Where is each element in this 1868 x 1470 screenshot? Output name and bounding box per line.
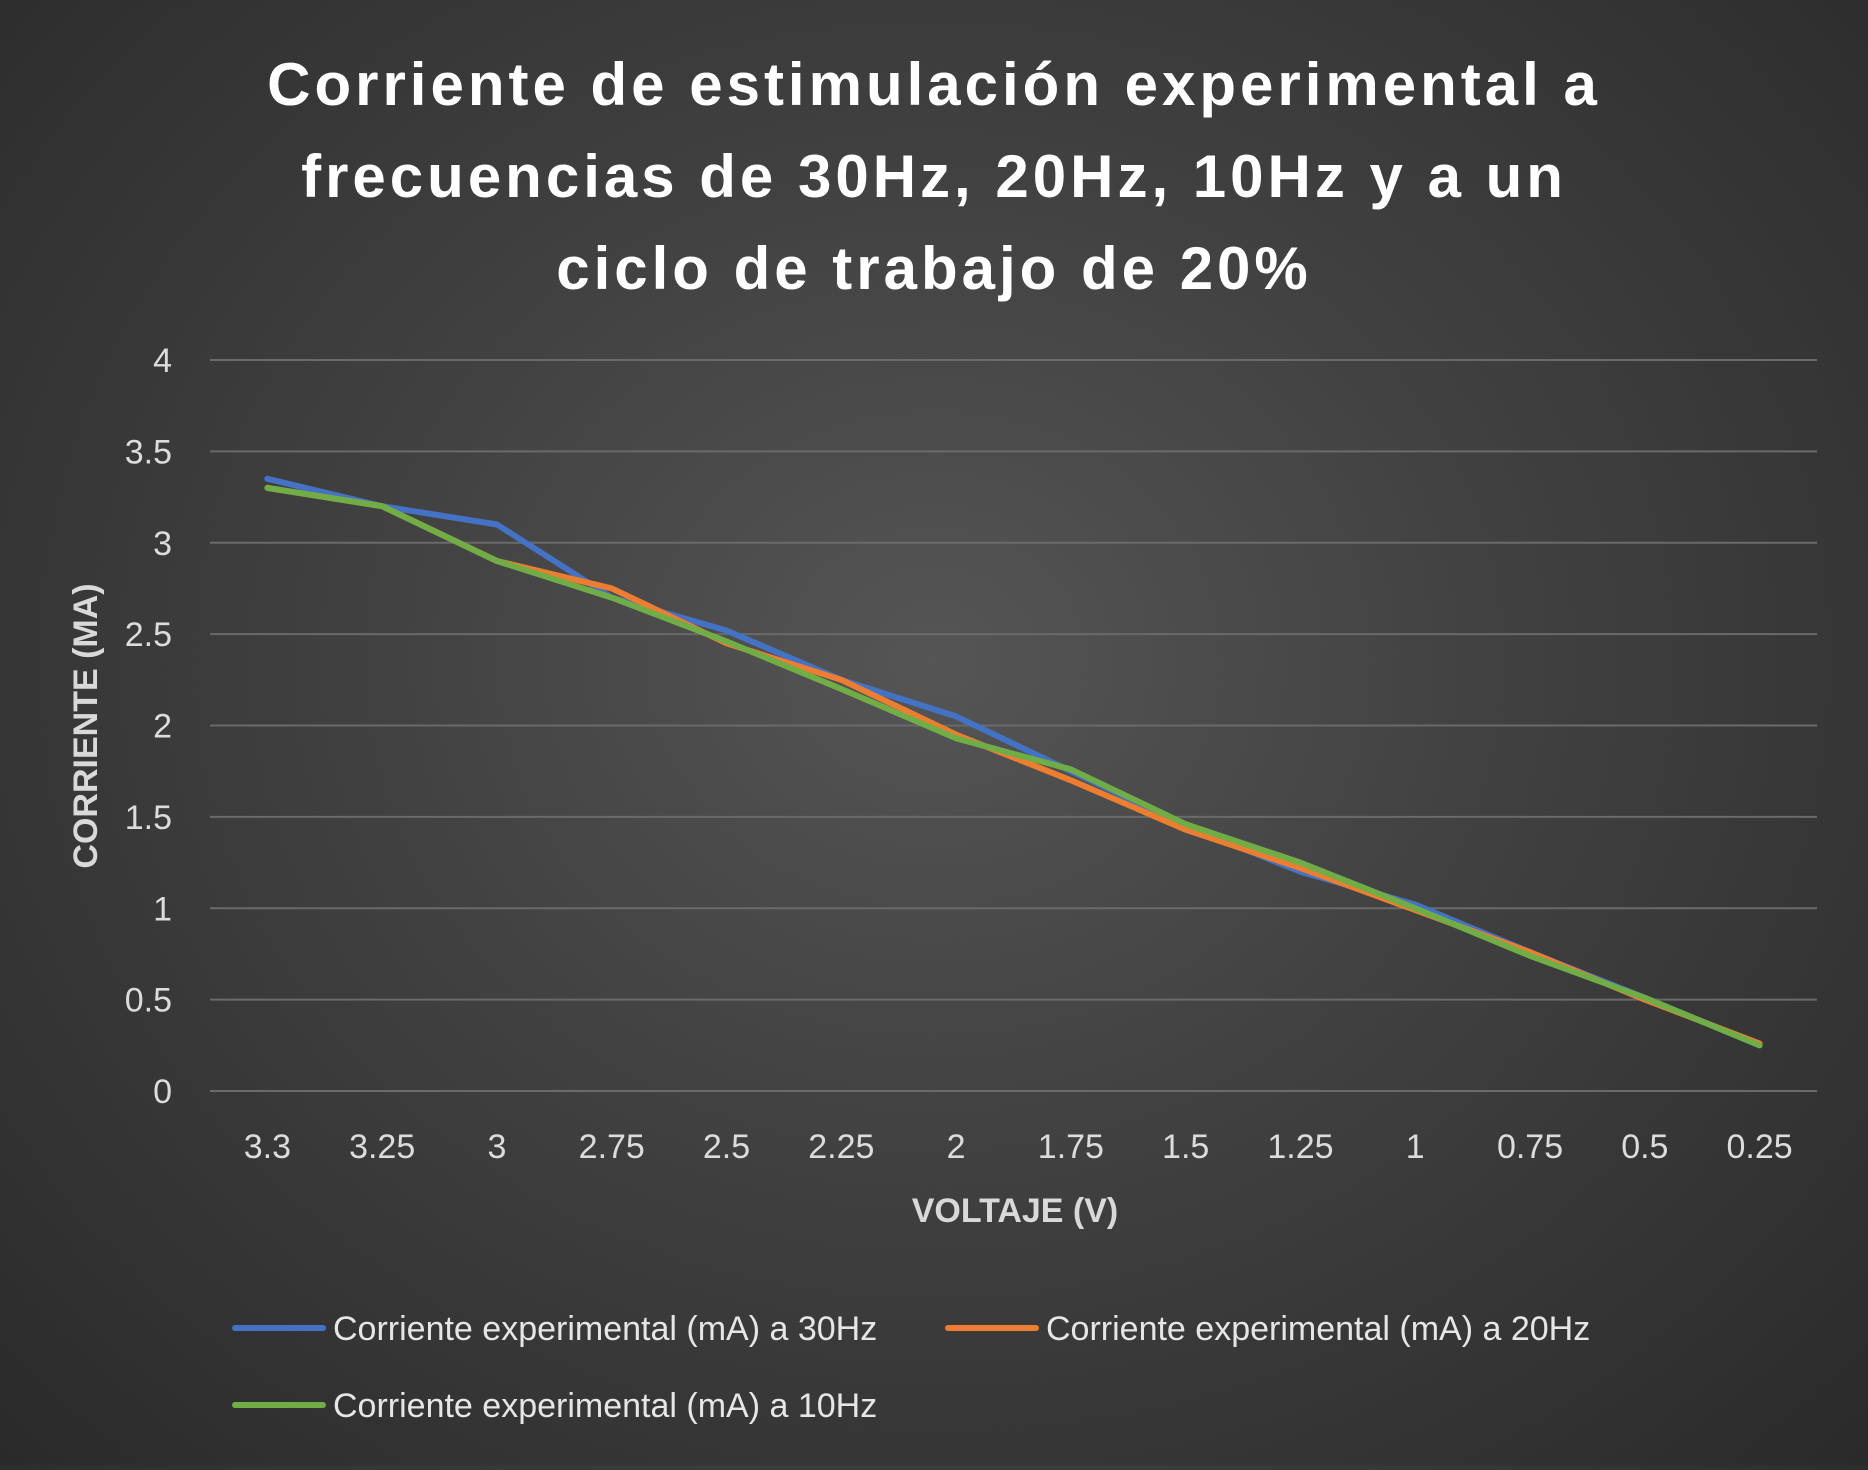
x-tick-label: 3	[488, 1128, 507, 1166]
chart-title-line-1: Corriente de estimulación experimental a	[267, 51, 1601, 118]
x-tick-label: 1.25	[1267, 1128, 1333, 1166]
y-tick-label: 1	[153, 890, 172, 928]
y-tick-label: 3.5	[125, 433, 172, 471]
x-tick-label: 2.5	[703, 1128, 750, 1166]
series-line-3	[264, 484, 1763, 1049]
x-tick-label: 3.3	[244, 1128, 291, 1166]
x-axis-title: VOLTAJE (V)	[912, 1192, 1119, 1230]
x-axis-ticks: 3.3 3.25 3 2.75 2.5 2.25 2 1.75 1.5 1.25 1 0.75 0.5 0…	[244, 1128, 1793, 1166]
y-axis-ticks: 0 0.5 1 1.5 2 2.5 3 3.5 4	[125, 342, 172, 1111]
y-axis-title: CORRIENTE (MA)	[67, 583, 105, 868]
x-tick-label: 0.75	[1497, 1128, 1563, 1166]
x-tick-label: 2	[947, 1128, 966, 1166]
y-tick-label: 2.5	[125, 616, 172, 654]
y-tick-label: 0	[153, 1073, 172, 1111]
legend[interactable]: Corriente experimental (mA) a 30Hz Corrie…	[232, 1310, 1590, 1425]
x-tick-label: 1	[1406, 1128, 1425, 1166]
x-tick-label: 0.5	[1621, 1128, 1668, 1166]
x-tick-label: 2.75	[579, 1128, 645, 1166]
x-tick-label: 0.25	[1727, 1128, 1793, 1166]
chart-title-line-3: ciclo de trabajo de 20%	[556, 235, 1312, 302]
y-tick-label: 3	[153, 525, 172, 563]
legend-item-2[interactable]: Corriente experimental (mA) a 20Hz	[945, 1310, 1590, 1348]
series-lines	[264, 475, 1763, 1049]
y-tick-label: 4	[153, 342, 172, 380]
legend-label: Corriente experimental (mA) a 10Hz	[333, 1387, 877, 1425]
legend-label: Corriente experimental (mA) a 20Hz	[1046, 1310, 1590, 1348]
x-tick-label: 1.5	[1162, 1128, 1209, 1166]
legend-item-1[interactable]: Corriente experimental (mA) a 30Hz	[232, 1310, 877, 1348]
y-tick-label: 1.5	[125, 799, 172, 837]
legend-item-3[interactable]: Corriente experimental (mA) a 10Hz	[232, 1387, 877, 1425]
legend-label: Corriente experimental (mA) a 30Hz	[333, 1310, 877, 1348]
x-tick-label: 3.25	[349, 1128, 415, 1166]
chart-title: Corriente de estimulación experimental a…	[267, 51, 1601, 302]
chart-title-line-2: frecuencias de 30Hz, 20Hz, 10Hz y a un	[301, 143, 1567, 210]
y-tick-label: 0.5	[125, 982, 172, 1020]
x-tick-label: 2.25	[808, 1128, 874, 1166]
y-tick-label: 2	[153, 708, 172, 746]
gridlines	[210, 359, 1817, 1092]
x-tick-label: 1.75	[1038, 1128, 1104, 1166]
